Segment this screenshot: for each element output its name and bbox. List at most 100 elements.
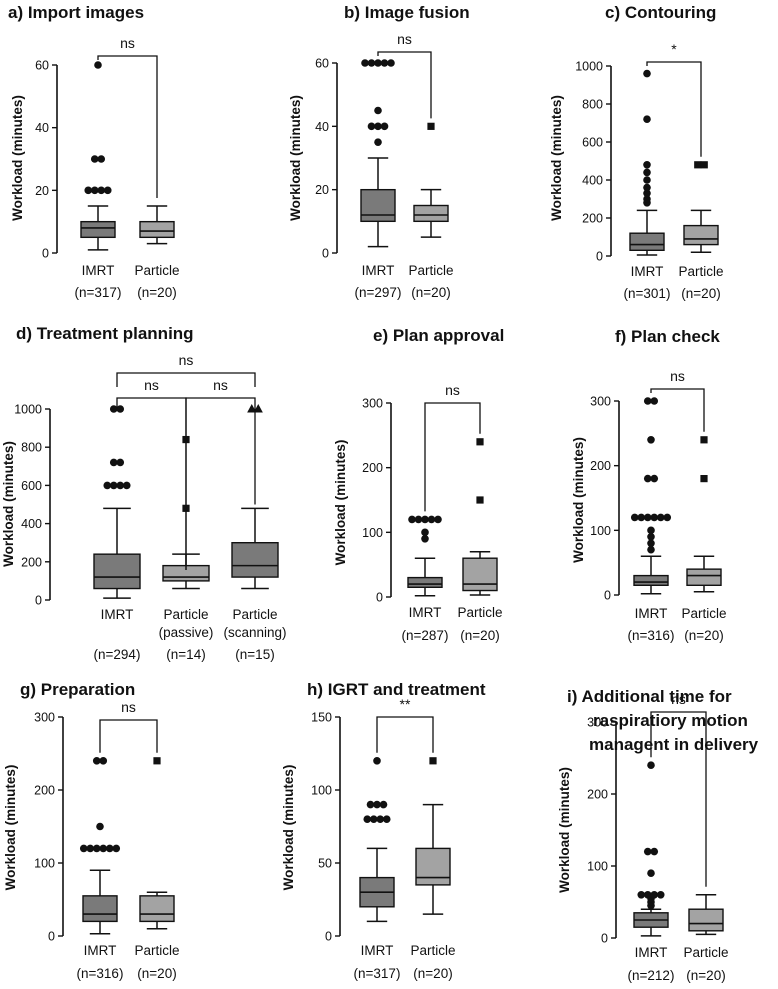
box-iqr (407, 576, 443, 588)
box-0 (360, 59, 396, 248)
significance-bracket: ns (377, 31, 432, 119)
significance-label: ns (670, 368, 685, 384)
outlier-point (369, 815, 378, 823)
panel-title: f) Plan check (615, 327, 720, 346)
y-tick-label: 200 (34, 784, 55, 798)
x-category-label-2: (passive) (159, 625, 214, 640)
outlier-point (374, 138, 382, 146)
bracket-line (424, 402, 481, 512)
outlier-point (86, 844, 95, 853)
outlier-point (643, 397, 652, 405)
panel-title: d) Treatment planning (16, 324, 194, 343)
y-tick-label: 0 (596, 250, 603, 264)
panel-title-line2: raspiratiory motion (593, 711, 748, 730)
significance-label: ns (445, 382, 460, 398)
bracket-line (97, 55, 158, 198)
sample-size-label: (n=15) (235, 647, 274, 662)
y-tick-label: 100 (311, 784, 332, 798)
outlier-point (97, 186, 106, 195)
significance-bracket: ns (116, 352, 256, 387)
panel-title: c) Contouring (605, 3, 716, 22)
y-tick-label: 0 (325, 930, 332, 944)
y-tick-label: 400 (582, 174, 603, 188)
panel-c: c) Contouring Workload (minutes) 0 200 400 60… (549, 3, 724, 301)
outlier-point (367, 122, 376, 131)
significance-label: ns (397, 31, 412, 47)
bracket-line (377, 51, 432, 119)
sample-size-label: (n=20) (681, 286, 720, 301)
box-iqr (415, 847, 451, 886)
x-category-label: Particle (683, 945, 728, 960)
significance-label: ns (121, 699, 136, 715)
outlier-point (421, 515, 429, 524)
x-category-label: Particle (457, 605, 502, 620)
outlier-point (92, 757, 101, 765)
outlier-point (700, 161, 708, 169)
panel-d: d) Treatment planning Workload (minutes) 0… (1, 324, 287, 662)
sample-size-label: (n=316) (628, 628, 675, 643)
outlier-point (382, 815, 391, 823)
box-0 (633, 761, 669, 937)
outlier-point (116, 481, 125, 490)
outlier-point (387, 59, 395, 67)
box-1 (139, 205, 175, 245)
box-1 (413, 122, 449, 238)
outlier-point (97, 155, 106, 163)
box-iqr (629, 232, 665, 251)
box-0 (93, 405, 141, 599)
panel-a: a) Import images Workload (minutes) 0 20 40 6… (8, 3, 180, 300)
significance-label: ** (400, 696, 411, 712)
y-tick-label: 200 (21, 555, 42, 569)
outlier-point (647, 761, 655, 769)
sample-size-label: (n=212) (628, 968, 675, 983)
outlier-point (700, 436, 708, 444)
box-iqr (231, 542, 279, 578)
y-tick-label: 800 (21, 441, 42, 455)
outlier-point (647, 869, 655, 877)
outlier-point (643, 176, 651, 184)
outlier-point (380, 122, 389, 131)
panel-title: i) Additional time for (567, 687, 732, 706)
panel-g: g) Preparation Workload (minutes) 0 100 200 3… (3, 680, 180, 981)
panel-title: e) Plan approval (373, 326, 504, 345)
y-tick-label: 0 (35, 594, 42, 608)
panel-f: f) Plan check Workload (minutes) 0 100 200 30… (571, 327, 727, 643)
outlier-point (103, 481, 112, 490)
y-tick-label: 200 (587, 788, 608, 802)
outlier-point (247, 404, 257, 413)
bracket-line (650, 388, 705, 432)
y-tick-label: 100 (34, 857, 55, 871)
significance-bracket: ns (185, 377, 256, 570)
box-iqr (688, 908, 724, 932)
y-tick-label: 100 (587, 860, 608, 874)
y-tick-label: 200 (582, 212, 603, 226)
x-category-label: IMRT (635, 606, 668, 621)
x-category-label-2: (scanning) (223, 625, 286, 640)
box-iqr (462, 557, 498, 592)
x-category-label: IMRT (101, 607, 134, 622)
outlier-point (94, 61, 102, 69)
outlier-point (650, 847, 659, 856)
y-tick-label: 60 (315, 57, 329, 71)
outlier-point (429, 757, 437, 765)
significance-bracket: ns (99, 699, 158, 753)
sample-size-label: (n=20) (137, 285, 176, 300)
y-tick-label: 200 (362, 461, 383, 475)
x-category-label: Particle (134, 263, 179, 278)
outlier-point (99, 844, 108, 853)
y-axis-label: Workload (minutes) (549, 95, 564, 221)
box-0 (407, 515, 443, 597)
outlier-point (656, 513, 665, 522)
outlier-point (373, 757, 381, 765)
x-category-label: IMRT (362, 263, 395, 278)
outlier-point (79, 844, 88, 853)
bracket-line (646, 61, 702, 157)
outlier-point (643, 847, 652, 856)
outlier-point (379, 800, 388, 809)
y-tick-label: 150 (311, 711, 332, 725)
x-category-label: IMRT (361, 943, 394, 958)
y-tick-label: 800 (582, 98, 603, 112)
sample-size-label: (n=14) (166, 647, 205, 662)
box-iqr (82, 895, 118, 923)
